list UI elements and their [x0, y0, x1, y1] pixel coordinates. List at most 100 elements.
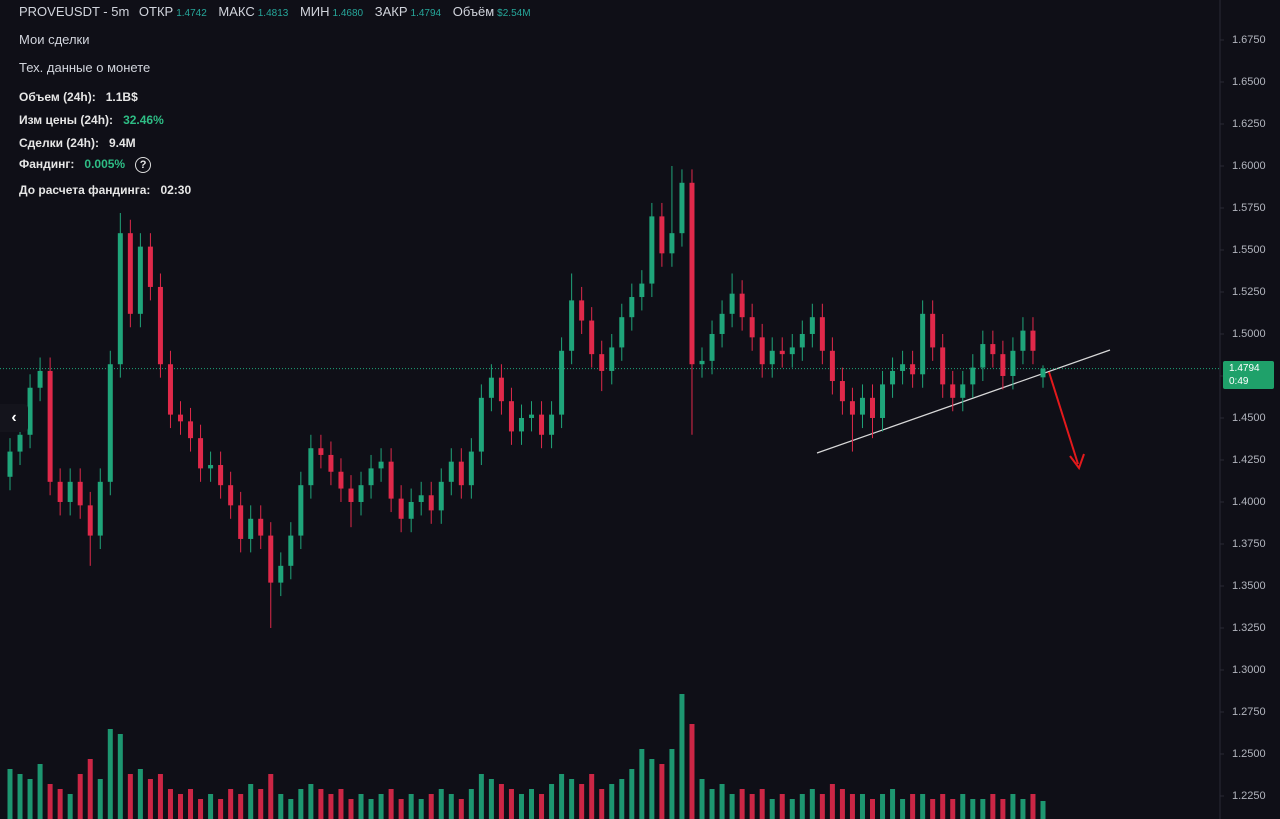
candle-body	[358, 485, 364, 502]
volume-bar	[238, 794, 244, 819]
candle-body	[438, 481, 444, 511]
volume-bar	[308, 784, 314, 819]
volume-bar	[258, 789, 264, 819]
volume-bar	[579, 784, 585, 819]
volume-bar	[338, 789, 344, 819]
volume-bar	[518, 794, 524, 819]
candle-body	[659, 216, 665, 254]
timer: 0:49	[1229, 376, 1249, 387]
volume-bar	[769, 799, 775, 819]
candle-body	[910, 364, 916, 375]
y-tick-label: 1.3750	[1232, 538, 1266, 550]
volume-bar	[950, 799, 956, 819]
stat-row: Изм цены (24h): 32.46%	[19, 113, 164, 127]
back-button[interactable]: ‹	[0, 404, 28, 432]
candle-body	[448, 461, 454, 482]
stat-row: Объем (24h): 1.1B$	[19, 90, 138, 104]
volume-bar	[147, 779, 153, 819]
candle-body	[649, 216, 655, 284]
value: 1.4680	[332, 8, 364, 19]
volume-bar	[589, 774, 595, 819]
volume-bar	[348, 799, 354, 819]
candle-body	[348, 488, 354, 502]
volume-bar	[157, 774, 163, 819]
value: 1.4794	[410, 8, 442, 19]
volume-bar	[298, 789, 304, 819]
y-tick-label: 1.2250	[1232, 790, 1266, 802]
volume-bar	[639, 749, 645, 819]
candle-body	[950, 384, 956, 398]
candle-body	[1020, 330, 1026, 351]
volume-bar	[17, 774, 23, 819]
coin-data[interactable]: Тех. данные о монете	[19, 60, 151, 75]
volume-bar	[167, 789, 173, 819]
value: 0.005%	[84, 157, 126, 171]
candle-body	[278, 565, 284, 583]
label: МИН	[299, 4, 330, 19]
symbol-header: PROVEUSDT - 5m ОТКР 1.4742 МАКС 1.4813 МИН…	[19, 4, 539, 19]
volume-bar	[749, 794, 755, 819]
value: 9.4M	[108, 136, 136, 150]
candle-body	[258, 518, 264, 536]
candle-body	[518, 417, 524, 432]
volume-bar	[67, 794, 73, 819]
volume-bar	[569, 779, 575, 819]
y-tick-label: 1.5500	[1232, 244, 1266, 256]
candle-body	[67, 481, 73, 502]
candle-body	[338, 471, 344, 489]
volume-bar	[819, 794, 825, 819]
volume-bar	[689, 724, 695, 819]
volume-bar	[378, 794, 384, 819]
volume-bar	[729, 794, 735, 819]
y-tick-label: 1.4500	[1232, 412, 1266, 424]
volume-bar	[679, 694, 685, 819]
candle-body	[739, 293, 745, 318]
y-tick-label: 1.4000	[1232, 496, 1266, 508]
candle-body	[569, 300, 575, 351]
candle-body	[779, 350, 785, 355]
candle-body	[418, 495, 424, 502]
volume-bar	[629, 769, 635, 819]
volume-bar	[599, 789, 605, 819]
volume-bar	[990, 794, 996, 819]
volume-bar	[37, 764, 43, 819]
volume-bar	[809, 789, 815, 819]
volume-bar	[829, 784, 835, 819]
candle-body	[228, 485, 234, 506]
candle-body	[859, 397, 865, 415]
label: До расчета фандинга:	[19, 183, 151, 197]
volume-bar	[77, 774, 83, 819]
candle-body	[47, 370, 53, 482]
candle-body	[880, 384, 886, 418]
label: Объём	[452, 4, 495, 19]
y-tick-label: 1.6000	[1232, 160, 1266, 172]
candle-body	[749, 317, 755, 338]
candle-body	[488, 377, 494, 398]
candle-body	[839, 381, 845, 402]
candle-body	[819, 317, 825, 351]
volume-bar	[458, 799, 464, 819]
candle-body	[559, 350, 565, 415]
volume-bar	[117, 734, 123, 819]
help-icon[interactable]: ?	[135, 157, 152, 173]
volume-bar	[849, 794, 855, 819]
my-trades[interactable]: Мои сделки	[19, 32, 90, 47]
candle-body	[137, 246, 143, 314]
volume-bar	[649, 759, 655, 819]
volume-bar	[890, 789, 896, 819]
volume-bar	[910, 794, 916, 819]
volume-bar	[468, 789, 474, 819]
volume-bar	[97, 779, 103, 819]
candle-body	[930, 313, 936, 348]
candle-body	[940, 347, 946, 385]
arrow-head	[1069, 453, 1085, 471]
candle-body	[7, 451, 13, 477]
candle-body	[328, 454, 334, 472]
value: 1.4813	[257, 8, 289, 19]
value: 32.46%	[123, 113, 164, 127]
y-tick-label: 1.6250	[1232, 118, 1266, 130]
volume-bar	[448, 794, 454, 819]
candle-body	[799, 333, 805, 348]
candle-body	[709, 333, 715, 361]
